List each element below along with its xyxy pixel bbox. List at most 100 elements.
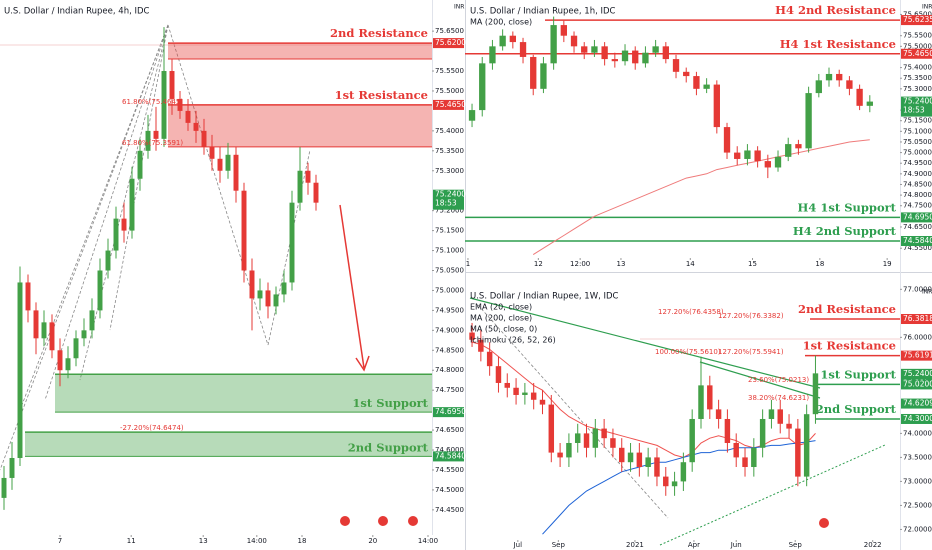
candle-body [513,387,519,395]
candle-body [522,392,528,395]
candle-body [742,457,748,468]
candle-body [489,46,496,64]
arrow-head [355,355,370,372]
candle-body [759,418,766,448]
candle-body [636,452,643,468]
x-tick-label: Jul [513,541,523,549]
price-label-box [901,413,932,424]
level-label: 2nd Support [816,402,897,416]
price-label: 75.4650 [903,49,932,58]
x-tick-label: 11 [127,537,136,545]
candle-body [145,130,151,151]
candle-body [519,42,527,57]
x-tick-label: 14 [686,260,695,268]
level-label: H4 2nd Support [793,224,897,238]
candle-body [265,290,271,307]
y-tick-label: 75.0000 [435,286,464,294]
candle-body [774,156,782,168]
price-label: 74.5840 [903,236,932,245]
candle-body [297,170,303,203]
y-tick-label: 75.1500 [435,227,464,235]
y-tick-label: 75.6500 [435,27,464,35]
candle-body [209,146,215,159]
candle-body [803,414,810,477]
candle-body [33,310,39,339]
price-label-box [433,189,464,210]
y-tick-label: 72.0000 [903,525,932,533]
price-label: 75.6200 [435,38,466,47]
candle-body [241,190,247,271]
candle-body [153,130,159,139]
candle-body [468,110,476,121]
x-tick-label: 2022 [864,541,882,549]
x-tick-label: 14:00 [247,537,267,545]
y-tick-label: 74.9000 [435,326,464,334]
fib-label: 61.80%(75.3591) [122,139,183,147]
candle-body [768,409,775,419]
candle-body [225,154,231,171]
candle-body [478,339,484,352]
candle-body [795,144,802,149]
candle-body [185,110,191,123]
candle-body [121,218,127,231]
level-label: 1st Support [820,367,896,381]
y-tick-label: 74.4500 [435,506,464,514]
x-tick-label: 13 [616,260,625,268]
candle-body [574,433,581,443]
zone-label: 2nd Support [348,440,429,454]
event-icon [408,516,418,526]
candle-body [539,399,546,405]
y-tick-label: 75.1000 [435,247,464,255]
candle-body [49,322,55,351]
price-label: 75.4650 [435,100,466,109]
candle-body [509,35,516,43]
candle-body [233,154,239,191]
y-tick-label: 74.5000 [435,486,464,494]
candle-body [592,428,599,448]
fib-label: 127.20%(76.4358) [658,308,724,316]
price-label-box [433,38,464,49]
candle-body [698,385,704,419]
fib-label: 23.60%(75.0213) [748,376,809,384]
price-label-box [901,48,932,59]
x-tick-label: 13 [199,537,208,545]
candle-body [611,59,618,62]
indicator-line [471,341,816,458]
candle-body [201,130,207,147]
x-tick-label: Jun [730,541,742,549]
candle-body [73,338,79,359]
y-tick-label: 74.6500 [903,223,932,231]
y-tick-label: 74.9500 [903,159,932,167]
fib-label: 127.20%(76.3382) [718,312,784,320]
candle-body [530,392,537,400]
currency-label: INR [922,289,932,296]
price-label: 75.2400 [435,190,466,199]
candle-body [583,433,590,448]
indicator-line [542,440,816,535]
x-tick-label: 18 [298,537,307,545]
price-label: 74.6950 [903,212,932,221]
candle-body [257,290,263,299]
y-tick-label: 75.3000 [903,85,932,93]
price-label-box [901,212,932,223]
candle-body [289,202,295,283]
candle-body [703,84,710,89]
candle-body [81,330,87,339]
candle-body [683,71,690,77]
candle-body [9,458,15,478]
candle-body [137,150,143,179]
candle-body [610,438,616,448]
zone-label: 1st Support [352,396,428,410]
y-tick-label: 75.4000 [435,127,464,135]
zone [168,104,432,147]
candle-body [217,158,223,171]
candle-body [560,25,567,36]
candle-body [652,46,659,53]
candle-body [654,457,660,477]
candle-body [566,442,572,458]
y-tick-label: 75.5500 [435,67,464,75]
y-tick-label: 75.2000 [435,207,464,215]
candle-body [530,56,537,89]
candle-body [550,25,557,64]
candle-body [97,270,103,311]
